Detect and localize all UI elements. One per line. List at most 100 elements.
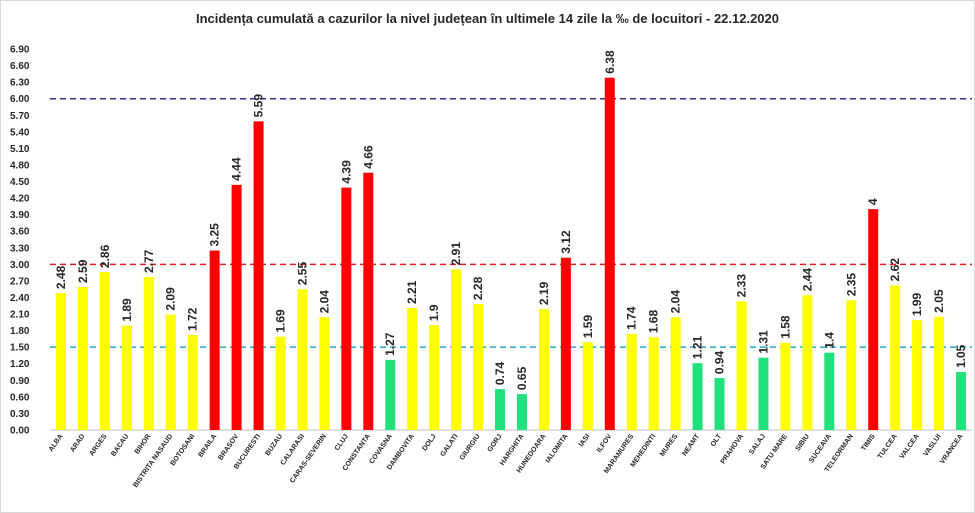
- y-tick-label: 0.90: [10, 376, 30, 387]
- data-label: 1.89: [120, 298, 134, 322]
- bar: [99, 272, 110, 430]
- bar: [560, 257, 571, 430]
- x-tick-label: MURES: [659, 433, 679, 458]
- y-tick-label: 5.40: [10, 127, 30, 138]
- bar: [626, 333, 637, 430]
- x-tick-label: VALCEA: [899, 433, 921, 460]
- x-tick-label: ALBA: [48, 433, 65, 453]
- x-tick-label: GORJ: [487, 433, 504, 453]
- y-tick-label: 6.30: [10, 78, 30, 89]
- data-label: 2.59: [76, 259, 90, 283]
- data-label: 1.05: [954, 344, 968, 368]
- data-label: 0.65: [515, 366, 529, 390]
- data-label: 5.59: [252, 94, 266, 118]
- x-tick-label: BISTRITA NASAUD: [132, 433, 174, 489]
- data-label: 1.31: [756, 330, 770, 354]
- x-tick-label: BIHOR: [134, 433, 153, 455]
- x-tick-label: BUZAU: [264, 433, 284, 457]
- y-tick-label: 5.70: [10, 111, 30, 122]
- x-tick-label: GALATI: [439, 433, 459, 458]
- bar: [736, 301, 747, 430]
- bar: [758, 357, 769, 430]
- x-tick-label: TIMIS: [860, 433, 877, 453]
- data-label: 1.69: [274, 309, 288, 333]
- data-label: 3.25: [208, 223, 222, 247]
- bar: [604, 77, 615, 430]
- x-tick-label: BRASOV: [217, 433, 240, 462]
- x-tick-label: VASLUI: [923, 433, 943, 458]
- y-tick-label: 4.20: [10, 194, 30, 205]
- bar: [780, 342, 791, 430]
- data-label: 4.66: [361, 145, 375, 169]
- x-tick-label: ARGES: [88, 433, 108, 458]
- data-label: 2.04: [669, 290, 683, 314]
- data-label: 1.21: [691, 336, 705, 360]
- x-tick-label: SALAJ: [748, 433, 767, 456]
- data-label: 2.19: [537, 281, 551, 305]
- x-tick-label: CLUJ: [334, 433, 350, 452]
- y-tick-label: 5.10: [10, 144, 30, 155]
- data-label: 1.72: [186, 307, 200, 331]
- data-label: 2.35: [844, 273, 858, 297]
- data-label: 0.74: [493, 361, 507, 385]
- y-tick-label: 4.80: [10, 160, 30, 171]
- bar: [275, 336, 286, 430]
- y-tick-label: 3.30: [10, 243, 30, 254]
- data-label: 1.58: [778, 315, 792, 339]
- y-tick-label: 2.40: [10, 293, 30, 304]
- bar: [231, 184, 242, 430]
- y-tick-label: 3.90: [10, 210, 30, 221]
- data-label: 1.74: [625, 306, 639, 330]
- bar: [363, 172, 374, 430]
- data-label: 2.09: [164, 287, 178, 311]
- x-tick-label: DOLJ: [421, 433, 438, 452]
- data-label: 2.48: [54, 265, 68, 289]
- data-label: 2.55: [295, 262, 309, 286]
- data-label: 2.28: [471, 276, 485, 300]
- x-tick-label: TULCEA: [877, 433, 899, 460]
- bar: [319, 317, 330, 430]
- bar: [714, 378, 725, 430]
- data-label: 4.44: [230, 157, 244, 181]
- bar: [385, 359, 396, 430]
- y-tick-label: 4.50: [10, 177, 30, 188]
- y-tick-label: 0.00: [10, 426, 30, 437]
- x-tick-label: BRAILA: [197, 433, 218, 459]
- bar: [253, 121, 264, 431]
- x-tick-label: NEAMT: [681, 433, 701, 458]
- bar: [824, 352, 835, 430]
- data-label: 2.05: [932, 289, 946, 313]
- bar: [55, 293, 66, 430]
- data-label: 2.91: [449, 242, 463, 266]
- data-label: 4.39: [339, 160, 353, 184]
- x-tick-label: GIURGIU: [459, 433, 482, 462]
- bar: [868, 209, 879, 430]
- bar: [473, 304, 484, 430]
- bar: [297, 289, 308, 430]
- bar: [77, 286, 88, 430]
- bar: [802, 295, 813, 430]
- x-tick-label: SIBIU: [795, 433, 811, 452]
- x-tick-label: VRANCEA: [939, 433, 965, 465]
- data-label: 0.94: [713, 350, 727, 374]
- bar: [165, 314, 176, 430]
- x-tick-label: IASI: [578, 433, 592, 448]
- x-tick-label: IALOMITA: [545, 433, 570, 464]
- y-tick-label: 3.60: [10, 227, 30, 238]
- data-label: 2.86: [98, 244, 112, 268]
- bar: [407, 307, 418, 430]
- bar: [209, 250, 220, 430]
- bar: [341, 187, 352, 430]
- bar: [187, 335, 198, 430]
- bar: [934, 316, 945, 430]
- data-label: 2.77: [142, 249, 156, 273]
- bar: [648, 337, 659, 430]
- bar: [516, 394, 527, 430]
- data-label: 2.62: [888, 258, 902, 282]
- bar: [143, 277, 154, 430]
- x-tick-label: ARAD: [69, 433, 86, 454]
- y-tick-label: 0.60: [10, 392, 30, 403]
- x-tick-label: OLT: [710, 433, 724, 449]
- data-label: 1.99: [910, 292, 924, 316]
- bar: [890, 285, 901, 430]
